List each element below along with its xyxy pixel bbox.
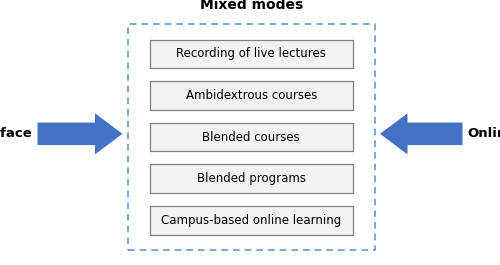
Text: Face-to-face: Face-to-face <box>0 127 32 140</box>
Text: Ambidextrous courses: Ambidextrous courses <box>186 89 317 102</box>
Text: Online: Online <box>468 127 500 140</box>
FancyBboxPatch shape <box>150 39 352 68</box>
Text: Campus-based online learning: Campus-based online learning <box>161 214 342 227</box>
Polygon shape <box>380 113 462 154</box>
Text: Recording of live lectures: Recording of live lectures <box>176 47 326 60</box>
FancyBboxPatch shape <box>128 24 375 250</box>
FancyBboxPatch shape <box>150 81 352 110</box>
FancyBboxPatch shape <box>150 123 352 152</box>
Text: Blended programs: Blended programs <box>196 172 306 185</box>
Text: Blended courses: Blended courses <box>202 131 300 144</box>
FancyBboxPatch shape <box>150 164 352 193</box>
Polygon shape <box>38 113 122 154</box>
Text: Mixed modes: Mixed modes <box>200 0 303 12</box>
FancyBboxPatch shape <box>150 206 352 235</box>
